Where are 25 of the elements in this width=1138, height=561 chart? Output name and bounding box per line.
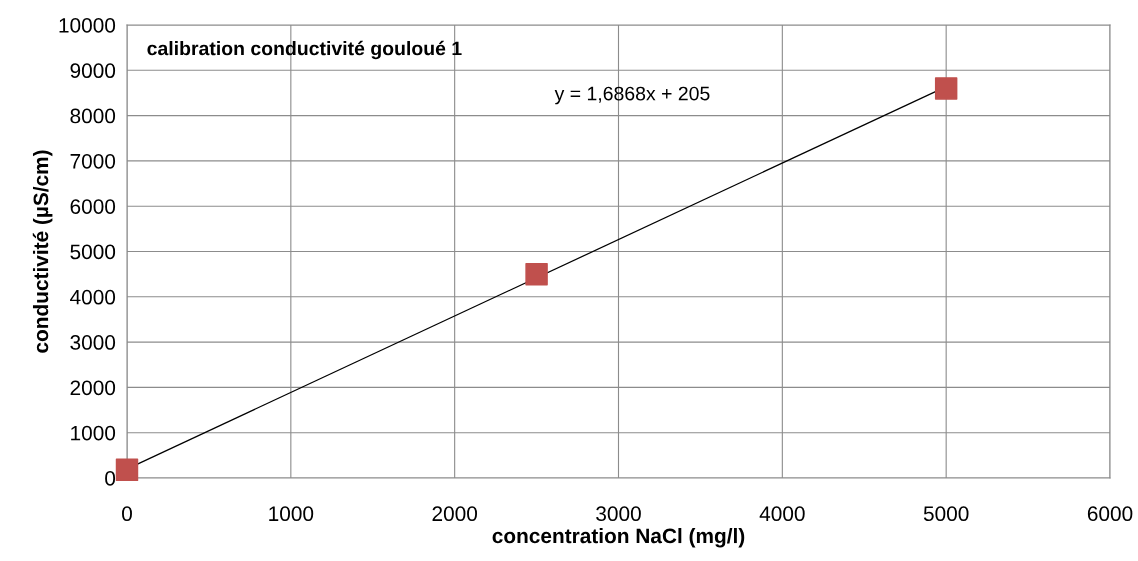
y-tick-label: 8000 (70, 108, 116, 124)
text: calibration conductivité gouloué 1 (147, 40, 462, 60)
x-tick-label: 0 (122, 506, 132, 522)
x-tick-label: 5000 (923, 506, 969, 522)
x-tick-label: 2000 (432, 506, 478, 522)
y-tick-label: 3000 (70, 335, 116, 350)
x-tick-label: 4000 (759, 506, 805, 522)
y-tick-label: 1000 (71, 425, 116, 441)
y-tick-label: 4000 (70, 289, 116, 305)
y-tick-label: 6000 (70, 199, 116, 214)
annotation: y = 1,6868x + 205 (554, 86, 710, 105)
x-tick-label: 3000 (596, 506, 641, 522)
y-tick-label: 0 (105, 471, 116, 486)
point (115, 458, 139, 482)
y-tick-label: 2000 (70, 380, 116, 396)
point (525, 262, 548, 286)
y-axis-title: conductivité (µS/cm) (32, 150, 53, 353)
point (934, 77, 958, 100)
x-tick-label: 1000 (269, 506, 314, 522)
y-tick-label: 7000 (70, 153, 116, 169)
x-axis-title: concentration NaCl (mg/l) (492, 527, 745, 548)
y-tick-label: 10000 (59, 18, 116, 33)
x-tick-label: 6000 (1087, 506, 1133, 522)
y-tick-label: 9000 (70, 63, 116, 79)
y-tick-label: 5000 (70, 244, 116, 260)
